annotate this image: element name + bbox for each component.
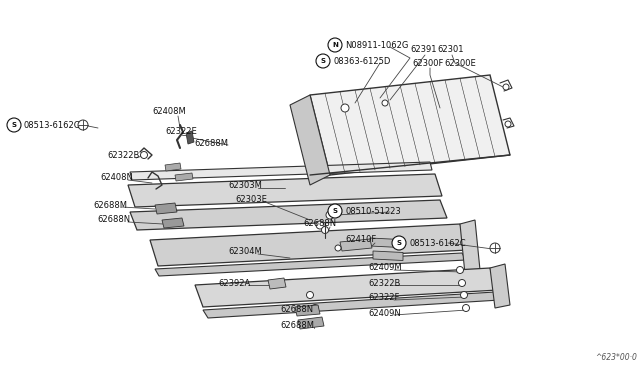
Polygon shape bbox=[195, 268, 498, 307]
Polygon shape bbox=[165, 163, 181, 171]
Text: 62303M: 62303M bbox=[228, 180, 262, 189]
Text: 62688M: 62688M bbox=[194, 138, 228, 148]
Text: 62410F: 62410F bbox=[345, 235, 376, 244]
Text: 62322B: 62322B bbox=[107, 151, 140, 160]
Circle shape bbox=[7, 118, 21, 132]
Text: 62322E: 62322E bbox=[165, 126, 196, 135]
Polygon shape bbox=[370, 238, 400, 247]
Text: S: S bbox=[333, 208, 337, 214]
Text: 62408N: 62408N bbox=[100, 173, 133, 183]
Text: S: S bbox=[321, 58, 326, 64]
Circle shape bbox=[505, 121, 511, 127]
Text: 62300F: 62300F bbox=[412, 60, 444, 68]
Text: 62322B: 62322B bbox=[368, 279, 401, 288]
Text: 62303E: 62303E bbox=[235, 196, 267, 205]
Text: S: S bbox=[12, 122, 17, 128]
Polygon shape bbox=[290, 95, 330, 185]
Polygon shape bbox=[130, 162, 432, 180]
Circle shape bbox=[341, 104, 349, 112]
Circle shape bbox=[458, 279, 465, 286]
Text: 62688M: 62688M bbox=[280, 321, 314, 330]
Text: 62301: 62301 bbox=[437, 45, 463, 55]
Circle shape bbox=[141, 151, 147, 158]
Circle shape bbox=[463, 305, 470, 311]
Polygon shape bbox=[460, 220, 480, 274]
Text: 08513-6162C: 08513-6162C bbox=[24, 121, 81, 129]
Circle shape bbox=[456, 266, 463, 273]
Circle shape bbox=[312, 305, 319, 311]
Text: ^623*00·0: ^623*00·0 bbox=[595, 353, 637, 362]
Circle shape bbox=[335, 245, 341, 251]
Text: N: N bbox=[332, 42, 338, 48]
Text: 08513-6162C: 08513-6162C bbox=[409, 238, 466, 247]
Polygon shape bbox=[175, 173, 193, 181]
Text: 62408M: 62408M bbox=[152, 108, 186, 116]
Polygon shape bbox=[490, 264, 510, 308]
Circle shape bbox=[461, 292, 467, 298]
Polygon shape bbox=[373, 251, 403, 260]
Circle shape bbox=[382, 100, 388, 106]
Polygon shape bbox=[340, 239, 372, 251]
Text: 62688N: 62688N bbox=[303, 219, 336, 228]
Circle shape bbox=[503, 84, 509, 90]
Circle shape bbox=[316, 221, 324, 229]
Polygon shape bbox=[295, 305, 320, 316]
Text: 62391: 62391 bbox=[410, 45, 436, 55]
Text: 08363-6125D: 08363-6125D bbox=[333, 57, 390, 65]
Text: 62688M: 62688M bbox=[93, 201, 127, 209]
Polygon shape bbox=[130, 200, 447, 230]
Circle shape bbox=[326, 211, 334, 219]
Polygon shape bbox=[298, 317, 324, 329]
Circle shape bbox=[321, 227, 328, 234]
Polygon shape bbox=[128, 174, 442, 207]
Polygon shape bbox=[150, 224, 468, 266]
Circle shape bbox=[316, 54, 330, 68]
Circle shape bbox=[78, 120, 88, 130]
Polygon shape bbox=[310, 75, 510, 175]
Circle shape bbox=[392, 236, 406, 250]
Polygon shape bbox=[203, 292, 500, 318]
Polygon shape bbox=[268, 278, 286, 289]
Text: S: S bbox=[397, 240, 401, 246]
Polygon shape bbox=[155, 203, 177, 214]
Text: 62409M: 62409M bbox=[368, 263, 402, 273]
Text: 62322F: 62322F bbox=[368, 294, 399, 302]
Text: 62688N: 62688N bbox=[97, 215, 130, 224]
Text: 62409N: 62409N bbox=[368, 308, 401, 317]
Polygon shape bbox=[155, 253, 466, 276]
Circle shape bbox=[490, 243, 500, 253]
Text: 62300E: 62300E bbox=[444, 60, 476, 68]
Text: 62304M: 62304M bbox=[228, 247, 262, 257]
Text: 62688N: 62688N bbox=[280, 305, 313, 314]
Circle shape bbox=[307, 292, 314, 298]
Text: 62392A: 62392A bbox=[218, 279, 250, 288]
Circle shape bbox=[328, 204, 342, 218]
Text: 08510-51223: 08510-51223 bbox=[345, 206, 401, 215]
Polygon shape bbox=[186, 131, 194, 144]
Circle shape bbox=[328, 38, 342, 52]
Text: N08911-1062G: N08911-1062G bbox=[345, 41, 408, 49]
Polygon shape bbox=[162, 218, 184, 228]
